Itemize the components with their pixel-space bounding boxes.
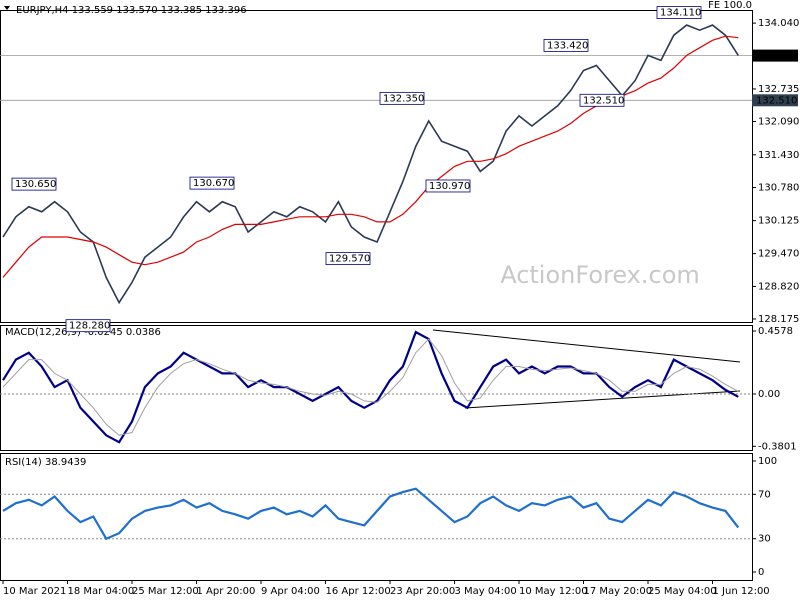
annotation-box bbox=[11, 177, 57, 191]
x-tick-label: 3 May 04:00 bbox=[455, 586, 517, 597]
x-tick-label: 17 May 20:00 bbox=[584, 586, 653, 597]
annotation-box bbox=[325, 252, 371, 266]
price-title: EURJPY,H4 133.559 133.570 133.385 133.39… bbox=[16, 5, 247, 16]
watermark: ActionForex.com bbox=[500, 261, 700, 289]
x-tick-label: 25 Mar 12:00 bbox=[132, 586, 199, 597]
y-tick-label: 128.175 bbox=[758, 314, 799, 325]
y-tick-label: 130.780 bbox=[758, 183, 799, 194]
annotation-label: 132.350 bbox=[383, 93, 424, 104]
x-tick-label: 10 May 12:00 bbox=[519, 586, 588, 597]
annotation-label: 128.280 bbox=[69, 321, 110, 332]
macd-trendline bbox=[464, 390, 741, 409]
y-tick-label: 70 bbox=[758, 489, 771, 500]
rsi-panel bbox=[0, 453, 753, 581]
annotation-box bbox=[425, 179, 471, 193]
y-tick-label: 100 bbox=[758, 456, 777, 467]
y-tick-label: 132.735 bbox=[758, 84, 799, 95]
series-line bbox=[2, 24, 739, 305]
annotation-box bbox=[543, 38, 589, 52]
price-label-box bbox=[752, 94, 798, 107]
y-tick-label: -0.3801 bbox=[758, 441, 797, 452]
y-tick-label: 129.470 bbox=[758, 249, 799, 260]
rsi-title: RSI(14) 38.9439 bbox=[5, 457, 86, 468]
x-tick-label: 25 May 04:00 bbox=[648, 586, 717, 597]
annotation-label: 130.650 bbox=[15, 179, 56, 190]
y-tick-label: 131.430 bbox=[758, 150, 799, 161]
annotation-label: 130.670 bbox=[193, 178, 234, 189]
fe-label: FE 100.0 bbox=[708, 0, 752, 11]
series-line bbox=[2, 338, 739, 436]
series-line bbox=[2, 487, 740, 541]
x-tick-label: 9 Apr 04:00 bbox=[261, 586, 320, 597]
y-tick-label: 128.820 bbox=[758, 281, 799, 292]
y-tick-label: 132.090 bbox=[758, 116, 799, 127]
y-tick-label: 0 bbox=[758, 567, 764, 578]
x-tick-label: 23 Apr 20:00 bbox=[390, 586, 455, 597]
annotation-box bbox=[65, 319, 111, 333]
y-tick-label: 0.4578 bbox=[758, 326, 793, 337]
macd-title: MACD(12,26,9) -0.0245 0.0386 bbox=[5, 327, 161, 338]
x-tick-label: 1 Apr 20:00 bbox=[197, 586, 256, 597]
macd-panel bbox=[0, 325, 753, 451]
annotation-box bbox=[656, 6, 702, 19]
y-tick-label: 130.125 bbox=[758, 216, 799, 227]
y-tick-label: 134.040 bbox=[758, 18, 799, 29]
price-panel bbox=[0, 10, 753, 323]
annotation-box bbox=[189, 176, 235, 190]
x-tick-label: 18 Mar 04:00 bbox=[68, 586, 135, 597]
annotation-box bbox=[579, 93, 625, 107]
annotation-box bbox=[379, 91, 425, 105]
title-arrow bbox=[4, 6, 10, 10]
annotation-label: 133.420 bbox=[547, 40, 588, 51]
series-line bbox=[2, 330, 739, 444]
annotation-label: 129.570 bbox=[329, 254, 370, 265]
x-tick-label: 10 Mar 2021 bbox=[3, 586, 66, 597]
macd-trendline bbox=[432, 329, 741, 363]
price-label: 133.396 bbox=[756, 51, 797, 62]
y-tick-label: 0.00 bbox=[758, 389, 780, 400]
annotation-label: 134.110 bbox=[660, 8, 701, 19]
annotation-label: 130.970 bbox=[429, 181, 470, 192]
price-label: 132.510 bbox=[756, 95, 797, 106]
y-tick-label: 30 bbox=[758, 534, 771, 545]
annotation-label: 132.510 bbox=[583, 95, 624, 106]
x-tick-label: 1 Jun 12:00 bbox=[713, 586, 770, 597]
price-label-box bbox=[752, 49, 798, 62]
x-tick-label: 16 Apr 12:00 bbox=[326, 586, 391, 597]
